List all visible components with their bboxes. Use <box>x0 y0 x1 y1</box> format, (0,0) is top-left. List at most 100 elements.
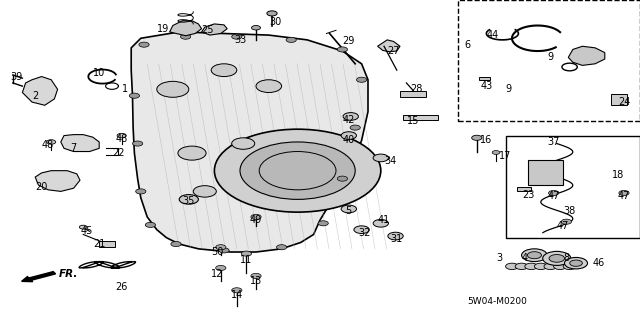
Polygon shape <box>35 171 80 191</box>
Bar <box>99 241 115 247</box>
Circle shape <box>117 133 126 138</box>
Circle shape <box>232 138 255 149</box>
Text: 45: 45 <box>80 226 93 236</box>
Text: 9: 9 <box>506 84 512 94</box>
Polygon shape <box>568 46 605 65</box>
Text: 11: 11 <box>240 255 253 265</box>
Polygon shape <box>22 77 58 105</box>
Text: 4: 4 <box>522 253 528 263</box>
Circle shape <box>341 132 356 139</box>
Text: FR.: FR. <box>59 269 78 279</box>
Circle shape <box>522 249 547 262</box>
Text: 7: 7 <box>70 143 77 153</box>
Text: 39: 39 <box>10 71 22 82</box>
Circle shape <box>570 260 582 266</box>
Text: 6: 6 <box>464 40 470 50</box>
Bar <box>506 136 640 238</box>
Circle shape <box>267 11 277 16</box>
Circle shape <box>251 214 261 219</box>
Circle shape <box>472 135 482 140</box>
Circle shape <box>343 113 358 120</box>
Text: 17: 17 <box>499 151 512 161</box>
Circle shape <box>534 263 547 270</box>
Text: 26: 26 <box>115 282 128 292</box>
Text: 43: 43 <box>480 81 493 91</box>
Polygon shape <box>202 24 227 35</box>
Text: 20: 20 <box>35 182 48 192</box>
Text: 31: 31 <box>390 234 403 244</box>
Circle shape <box>554 263 566 270</box>
Text: 48: 48 <box>42 140 54 150</box>
Text: 30: 30 <box>269 17 282 27</box>
Circle shape <box>354 226 369 234</box>
Bar <box>528 160 563 185</box>
Text: 14: 14 <box>230 290 243 300</box>
Text: 29: 29 <box>342 36 355 47</box>
Circle shape <box>47 140 56 144</box>
Bar <box>400 91 426 97</box>
Circle shape <box>241 251 252 256</box>
Text: 5: 5 <box>346 205 352 216</box>
Text: 48: 48 <box>115 134 128 144</box>
Polygon shape <box>170 21 202 36</box>
Bar <box>479 77 490 80</box>
Circle shape <box>506 263 518 270</box>
Circle shape <box>232 34 242 39</box>
Text: 23: 23 <box>522 189 534 200</box>
Text: 19: 19 <box>157 24 170 34</box>
Text: 10: 10 <box>93 68 106 78</box>
Text: 49: 49 <box>250 215 262 225</box>
Circle shape <box>214 129 381 212</box>
Circle shape <box>561 219 572 224</box>
Circle shape <box>252 26 260 30</box>
Text: 34: 34 <box>384 156 397 166</box>
Text: 2: 2 <box>32 91 38 101</box>
Text: 32: 32 <box>358 228 371 238</box>
Text: 25: 25 <box>202 25 214 35</box>
Text: 15: 15 <box>406 116 419 126</box>
FancyArrow shape <box>22 271 56 282</box>
Circle shape <box>525 263 538 270</box>
Bar <box>611 94 627 105</box>
Circle shape <box>350 125 360 130</box>
Circle shape <box>145 222 156 227</box>
Text: 50: 50 <box>211 247 224 257</box>
Circle shape <box>337 176 348 181</box>
Circle shape <box>256 80 282 93</box>
Text: 13: 13 <box>250 276 262 286</box>
Text: 24: 24 <box>618 97 630 107</box>
Circle shape <box>373 219 388 227</box>
Circle shape <box>337 47 348 52</box>
Text: 40: 40 <box>342 135 355 145</box>
Text: 16: 16 <box>480 135 493 145</box>
Text: 27: 27 <box>387 46 400 56</box>
Circle shape <box>527 252 541 259</box>
Circle shape <box>563 263 576 270</box>
Circle shape <box>179 195 198 204</box>
Circle shape <box>178 146 206 160</box>
Bar <box>458 0 640 121</box>
Circle shape <box>388 232 403 240</box>
Bar <box>403 115 438 120</box>
Text: 47: 47 <box>557 221 570 232</box>
Circle shape <box>341 205 356 213</box>
Circle shape <box>136 189 146 194</box>
Circle shape <box>232 288 242 293</box>
Circle shape <box>219 248 229 253</box>
Circle shape <box>193 186 216 197</box>
Circle shape <box>129 93 140 98</box>
Bar <box>517 187 531 191</box>
Text: 47: 47 <box>547 191 560 201</box>
Circle shape <box>619 190 629 196</box>
Text: 42: 42 <box>342 115 355 125</box>
Circle shape <box>548 190 559 196</box>
Text: 33: 33 <box>234 35 246 45</box>
Text: 9: 9 <box>547 52 554 63</box>
Circle shape <box>79 225 87 229</box>
Text: 12: 12 <box>211 269 224 279</box>
Text: 18: 18 <box>611 170 624 181</box>
Polygon shape <box>131 32 368 252</box>
Circle shape <box>180 34 191 39</box>
Circle shape <box>492 151 500 154</box>
Circle shape <box>216 245 226 250</box>
